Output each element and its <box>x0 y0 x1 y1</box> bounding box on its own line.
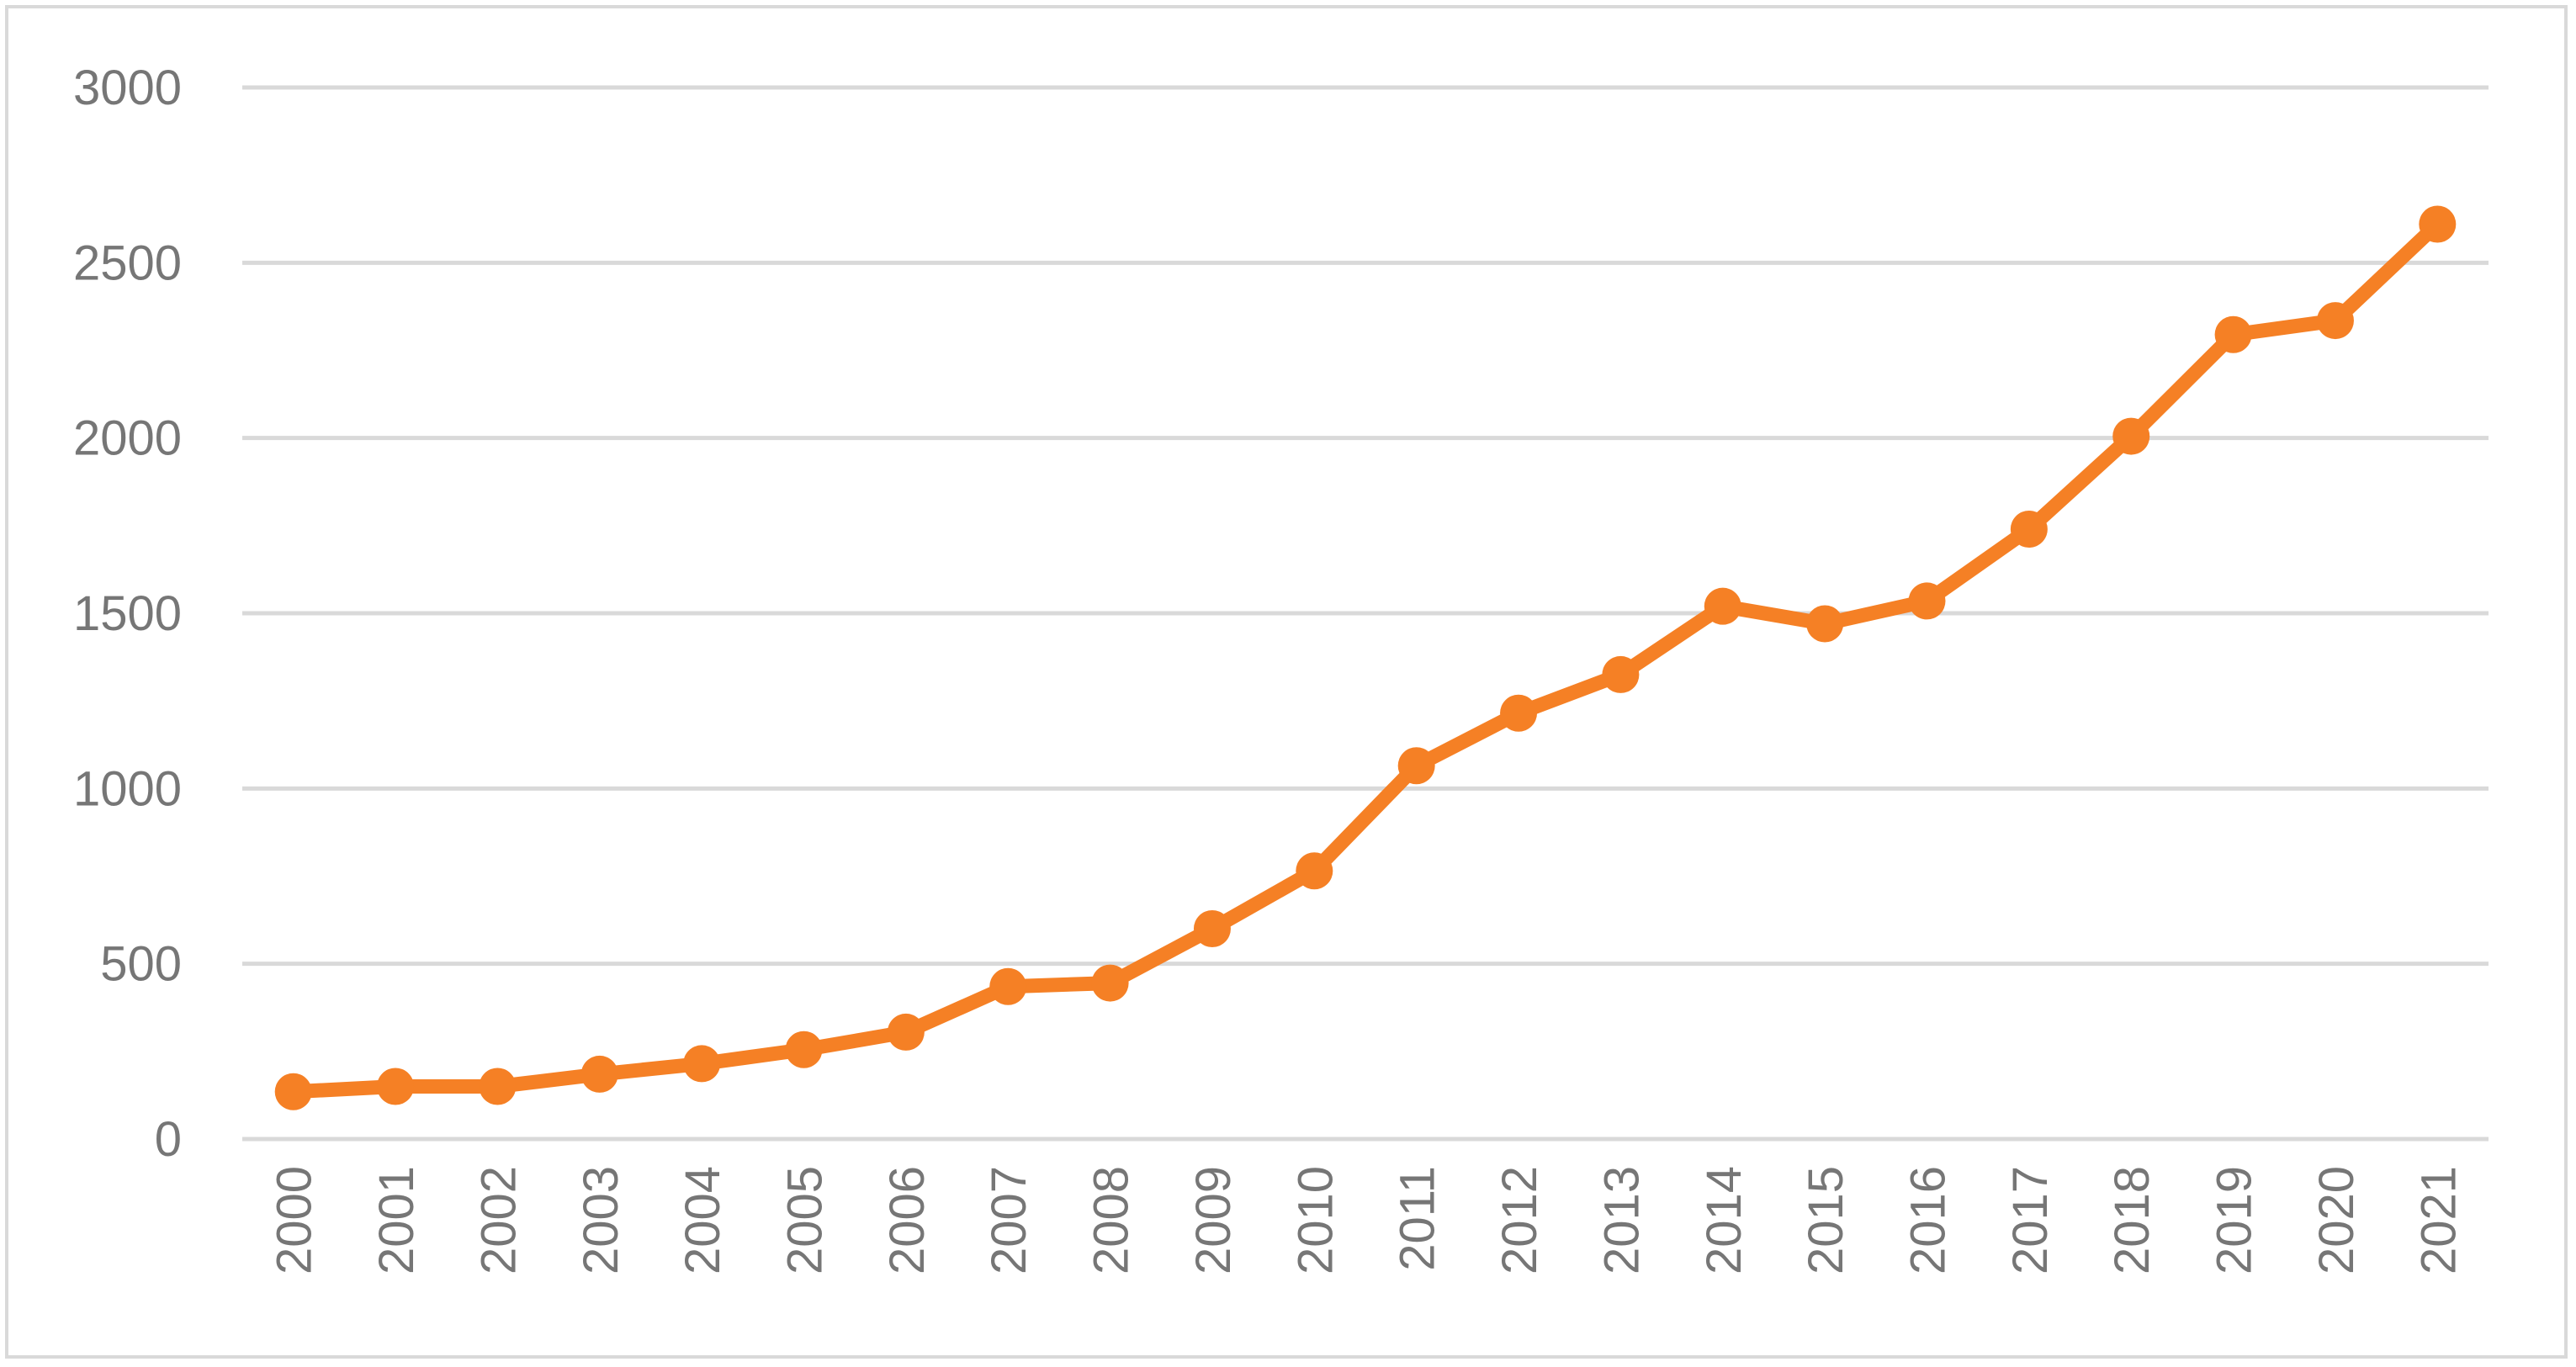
x-tick-label: 2016 <box>1901 1166 1956 1274</box>
x-tick-label: 2002 <box>471 1166 526 1274</box>
x-tick-label: 2004 <box>676 1166 730 1274</box>
x-tick-label: 2000 <box>268 1166 322 1274</box>
x-tick-label: 2021 <box>2411 1166 2466 1274</box>
data-point-2016 <box>1908 582 1946 620</box>
y-tick-label: 1000 <box>73 761 182 816</box>
x-tick-label: 2019 <box>2208 1166 2262 1274</box>
gridlines <box>242 85 2489 1142</box>
data-point-2000 <box>274 1073 312 1110</box>
y-tick-label: 1500 <box>73 586 182 641</box>
x-tick-label: 2011 <box>1391 1166 1445 1271</box>
data-point-2012 <box>1500 694 1538 732</box>
x-tick-label: 2007 <box>982 1166 1036 1274</box>
data-point-2001 <box>377 1068 415 1105</box>
x-tick-label: 2009 <box>1186 1166 1241 1274</box>
series-group <box>274 205 2457 1110</box>
data-point-2010 <box>1296 852 1333 890</box>
x-tick-label: 2013 <box>1594 1166 1649 1274</box>
data-point-2011 <box>1397 747 1435 785</box>
x-tick-label: 2003 <box>574 1166 628 1274</box>
x-tick-label: 2020 <box>2309 1166 2364 1274</box>
data-point-2019 <box>2214 315 2252 353</box>
data-point-2017 <box>2010 511 2048 548</box>
y-tick-label: 0 <box>155 1112 182 1167</box>
x-tick-label: 2012 <box>1492 1166 1547 1274</box>
y-tick-label: 2500 <box>73 236 182 290</box>
data-point-2020 <box>2316 302 2354 340</box>
y-tick-label: 3000 <box>73 61 182 115</box>
data-point-2013 <box>1602 655 1640 693</box>
data-point-2003 <box>580 1055 618 1093</box>
x-tick-label: 2001 <box>369 1166 424 1274</box>
chart-frame <box>5 5 2568 1359</box>
data-point-2014 <box>1704 587 1741 625</box>
data-point-2008 <box>1091 964 1129 1002</box>
x-tick-label: 2018 <box>2105 1166 2160 1274</box>
y-axis-ticks: 0 500 1000 1500 2000 2500 3000 <box>73 61 182 1167</box>
series-line <box>286 217 2445 1099</box>
y-tick-label: 2000 <box>73 411 182 466</box>
data-point-2015 <box>1806 605 1844 643</box>
data-point-2002 <box>479 1068 517 1105</box>
x-axis-ticks: 2000 2001 2002 2003 2004 2005 2006 2007 2008 2009… <box>268 1166 2467 1274</box>
x-tick-label: 2008 <box>1084 1166 1139 1274</box>
data-point-2005 <box>785 1031 823 1068</box>
x-tick-label: 2010 <box>1288 1166 1343 1274</box>
x-tick-label: 2006 <box>880 1166 935 1274</box>
data-point-2007 <box>989 967 1027 1005</box>
x-tick-label: 2014 <box>1697 1166 1752 1274</box>
data-point-2018 <box>2112 417 2150 455</box>
data-point-2021 <box>2419 205 2457 243</box>
x-tick-label: 2017 <box>2003 1166 2058 1274</box>
x-tick-label: 2005 <box>778 1166 833 1274</box>
data-point-2009 <box>1193 910 1231 947</box>
data-point-2004 <box>683 1045 721 1083</box>
y-tick-label: 500 <box>100 937 182 992</box>
x-tick-label: 2015 <box>1799 1166 1853 1274</box>
data-point-2006 <box>887 1013 925 1051</box>
